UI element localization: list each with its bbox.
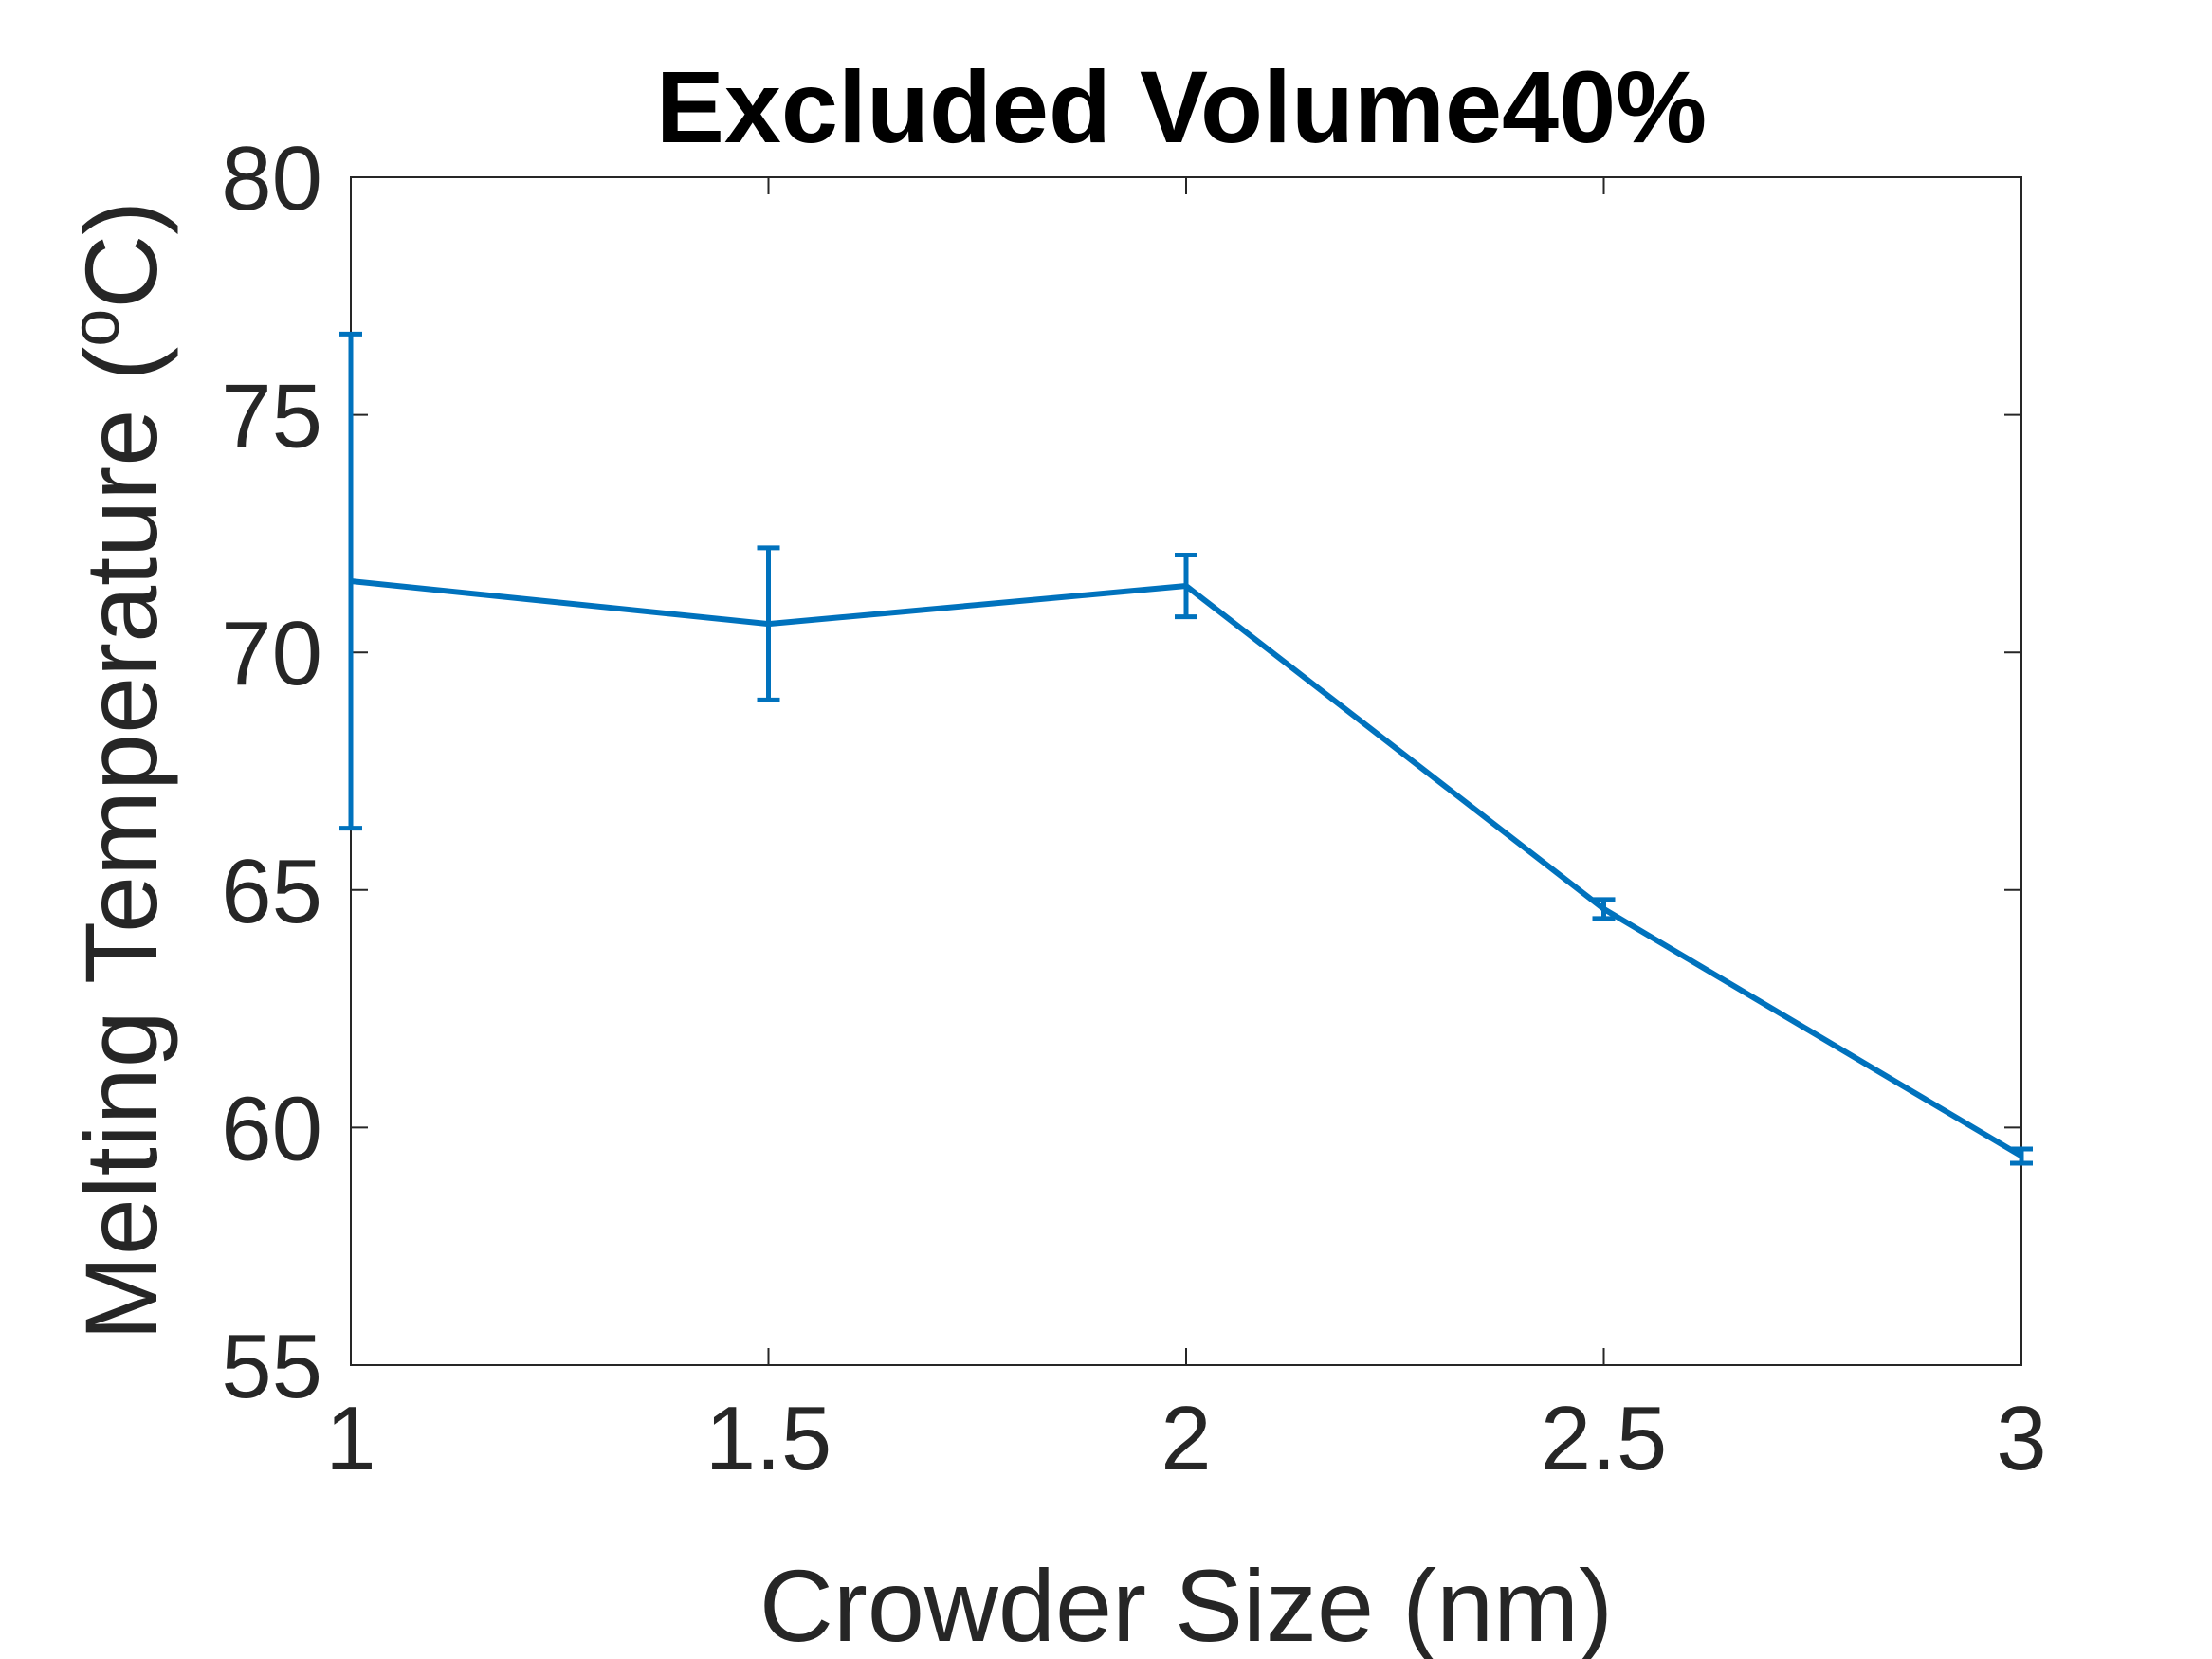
x-axis: 1 1.5 2 2.5 3 [325, 177, 2047, 1489]
y-axis-label-main: Melting Temperature ( [64, 347, 178, 1341]
y-axis-label-suffix: C) [64, 201, 178, 309]
x-axis-label: Crowder Size (nm) [759, 1548, 1613, 1659]
y-axis-label: Melting Temperature (oC) [58, 201, 178, 1340]
x-tick-label: 1.5 [705, 1388, 832, 1489]
error-bar [757, 545, 780, 702]
plot-area [350, 176, 2022, 1366]
series-layer [339, 331, 2033, 1166]
error-bar [2010, 1146, 2033, 1166]
y-tick-label: 75 [221, 366, 322, 467]
axes-frame [350, 176, 2022, 1366]
y-tick-label: 65 [221, 841, 322, 942]
x-tick-label: 3 [1996, 1388, 2046, 1489]
x-tick-label: 1 [325, 1388, 375, 1489]
y-tick-label: 60 [221, 1078, 322, 1179]
y-axis: 55 60 65 70 75 80 [221, 128, 2021, 1417]
y-tick-label: 80 [221, 128, 322, 229]
series-line [350, 578, 2023, 1159]
y-tick-label: 70 [221, 603, 322, 704]
error-bar [339, 331, 362, 831]
chart-title: Excluded Volume40% [656, 49, 1707, 164]
x-tick-label: 2.5 [1541, 1388, 1667, 1489]
error-bar [1175, 552, 1197, 620]
x-tick-label: 2 [1161, 1388, 1211, 1489]
error-bar [1592, 897, 1616, 921]
y-tick-label: 55 [221, 1316, 322, 1417]
y-axis-label-superscript: o [58, 309, 134, 347]
